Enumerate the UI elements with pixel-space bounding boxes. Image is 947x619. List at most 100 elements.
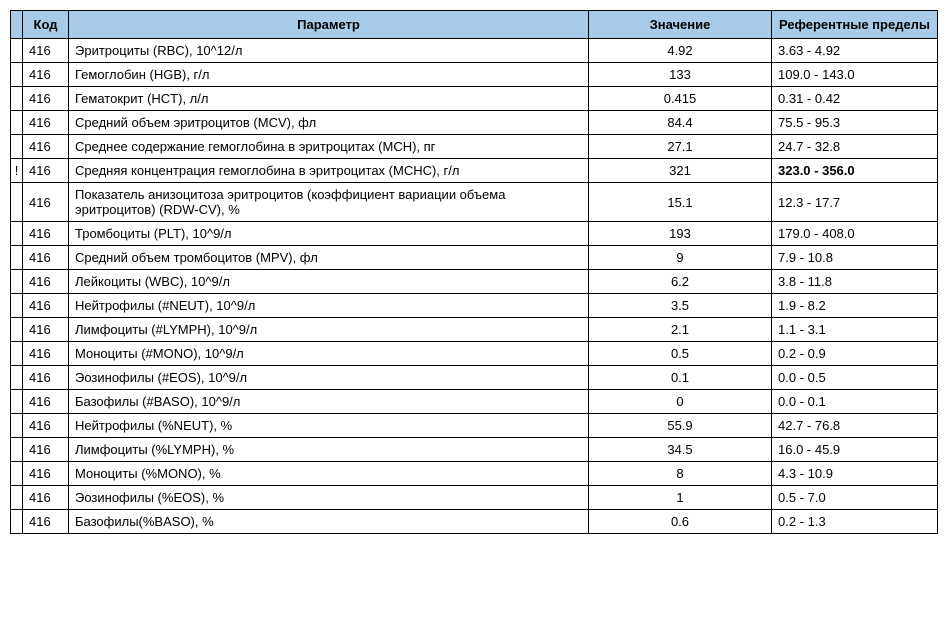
cell-ref: 4.3 - 10.9 (772, 462, 938, 486)
cell-param: Моноциты (%MONO), % (69, 462, 589, 486)
cell-param: Эритроциты (RBC), 10^12/л (69, 39, 589, 63)
cell-flag (11, 222, 23, 246)
cell-flag (11, 246, 23, 270)
cell-flag (11, 63, 23, 87)
cell-ref: 7.9 - 10.8 (772, 246, 938, 270)
table-header: Код Параметр Значение Референтные предел… (11, 11, 938, 39)
cell-flag (11, 183, 23, 222)
cell-value: 2.1 (589, 318, 772, 342)
table-row: 416Нейтрофилы (%NEUT), %55.942.7 - 76.8 (11, 414, 938, 438)
col-header-ref: Референтные пределы (772, 11, 938, 39)
cell-code: 416 (23, 111, 69, 135)
table-row: 416Базофилы(%BASO), %0.60.2 - 1.3 (11, 510, 938, 534)
col-header-code: Код (23, 11, 69, 39)
cell-value: 55.9 (589, 414, 772, 438)
table-row: 416Эозинофилы (#EOS), 10^9/л0.10.0 - 0.5 (11, 366, 938, 390)
cell-ref: 12.3 - 17.7 (772, 183, 938, 222)
cell-param: Эозинофилы (%EOS), % (69, 486, 589, 510)
lab-results-table: Код Параметр Значение Референтные предел… (10, 10, 938, 534)
cell-ref: 42.7 - 76.8 (772, 414, 938, 438)
table-row: 416Лейкоциты (WBC), 10^9/л6.23.8 - 11.8 (11, 270, 938, 294)
cell-ref: 0.2 - 0.9 (772, 342, 938, 366)
cell-code: 416 (23, 486, 69, 510)
table-row: 416Средний объем эритроцитов (MCV), фл84… (11, 111, 938, 135)
cell-ref: 1.9 - 8.2 (772, 294, 938, 318)
table-row: 416Гемоглобин (HGB), г/л133109.0 - 143.0 (11, 63, 938, 87)
cell-ref: 0.31 - 0.42 (772, 87, 938, 111)
cell-param: Моноциты (#MONO), 10^9/л (69, 342, 589, 366)
cell-flag (11, 342, 23, 366)
cell-flag (11, 462, 23, 486)
table-row: 416Эозинофилы (%EOS), %10.5 - 7.0 (11, 486, 938, 510)
table-row: 416Тромбоциты (PLT), 10^9/л193179.0 - 40… (11, 222, 938, 246)
col-header-flag (11, 11, 23, 39)
cell-flag (11, 510, 23, 534)
cell-value: 8 (589, 462, 772, 486)
cell-ref: 0.2 - 1.3 (772, 510, 938, 534)
cell-code: 416 (23, 135, 69, 159)
cell-code: 416 (23, 462, 69, 486)
cell-ref: 0.5 - 7.0 (772, 486, 938, 510)
cell-code: 416 (23, 318, 69, 342)
cell-value: 0.5 (589, 342, 772, 366)
cell-value: 84.4 (589, 111, 772, 135)
cell-code: 416 (23, 438, 69, 462)
cell-param: Гематокрит (HCT), л/л (69, 87, 589, 111)
cell-code: 416 (23, 342, 69, 366)
cell-flag (11, 111, 23, 135)
cell-param: Нейтрофилы (#NEUT), 10^9/л (69, 294, 589, 318)
cell-param: Тромбоциты (PLT), 10^9/л (69, 222, 589, 246)
table-row: !416Средняя концентрация гемоглобина в э… (11, 159, 938, 183)
table-row: 416Показатель анизоцитоза эритроцитов (к… (11, 183, 938, 222)
cell-code: 416 (23, 390, 69, 414)
cell-value: 193 (589, 222, 772, 246)
cell-code: 416 (23, 294, 69, 318)
cell-param: Нейтрофилы (%NEUT), % (69, 414, 589, 438)
cell-param: Лимфоциты (%LYMPH), % (69, 438, 589, 462)
cell-value: 3.5 (589, 294, 772, 318)
cell-flag (11, 39, 23, 63)
cell-code: 416 (23, 183, 69, 222)
cell-flag (11, 414, 23, 438)
cell-value: 15.1 (589, 183, 772, 222)
cell-param: Лимфоциты (#LYMPH), 10^9/л (69, 318, 589, 342)
cell-code: 416 (23, 366, 69, 390)
cell-value: 27.1 (589, 135, 772, 159)
table-row: 416Моноциты (%MONO), %84.3 - 10.9 (11, 462, 938, 486)
table-row: 416Моноциты (#MONO), 10^9/л0.50.2 - 0.9 (11, 342, 938, 366)
cell-param: Базофилы(%BASO), % (69, 510, 589, 534)
cell-flag (11, 486, 23, 510)
cell-param: Эозинофилы (#EOS), 10^9/л (69, 366, 589, 390)
cell-code: 416 (23, 63, 69, 87)
cell-param: Показатель анизоцитоза эритроцитов (коэф… (69, 183, 589, 222)
cell-code: 416 (23, 159, 69, 183)
cell-value: 0 (589, 390, 772, 414)
table-row: 416Лимфоциты (%LYMPH), %34.516.0 - 45.9 (11, 438, 938, 462)
table-row: 416Эритроциты (RBC), 10^12/л4.923.63 - 4… (11, 39, 938, 63)
table-row: 416Средний объем тромбоцитов (MPV), фл97… (11, 246, 938, 270)
cell-ref: 0.0 - 0.5 (772, 366, 938, 390)
cell-code: 416 (23, 39, 69, 63)
cell-flag (11, 270, 23, 294)
cell-value: 1 (589, 486, 772, 510)
cell-code: 416 (23, 510, 69, 534)
cell-param: Лейкоциты (WBC), 10^9/л (69, 270, 589, 294)
cell-ref: 3.8 - 11.8 (772, 270, 938, 294)
cell-param: Средняя концентрация гемоглобина в эритр… (69, 159, 589, 183)
cell-code: 416 (23, 270, 69, 294)
col-header-param: Параметр (69, 11, 589, 39)
cell-flag (11, 294, 23, 318)
cell-value: 0.1 (589, 366, 772, 390)
cell-code: 416 (23, 222, 69, 246)
cell-param: Средний объем тромбоцитов (MPV), фл (69, 246, 589, 270)
cell-ref: 3.63 - 4.92 (772, 39, 938, 63)
cell-ref: 1.1 - 3.1 (772, 318, 938, 342)
cell-value: 321 (589, 159, 772, 183)
cell-value: 34.5 (589, 438, 772, 462)
cell-ref: 179.0 - 408.0 (772, 222, 938, 246)
cell-ref: 109.0 - 143.0 (772, 63, 938, 87)
cell-flag (11, 390, 23, 414)
cell-flag (11, 318, 23, 342)
cell-ref: 24.7 - 32.8 (772, 135, 938, 159)
cell-value: 0.6 (589, 510, 772, 534)
